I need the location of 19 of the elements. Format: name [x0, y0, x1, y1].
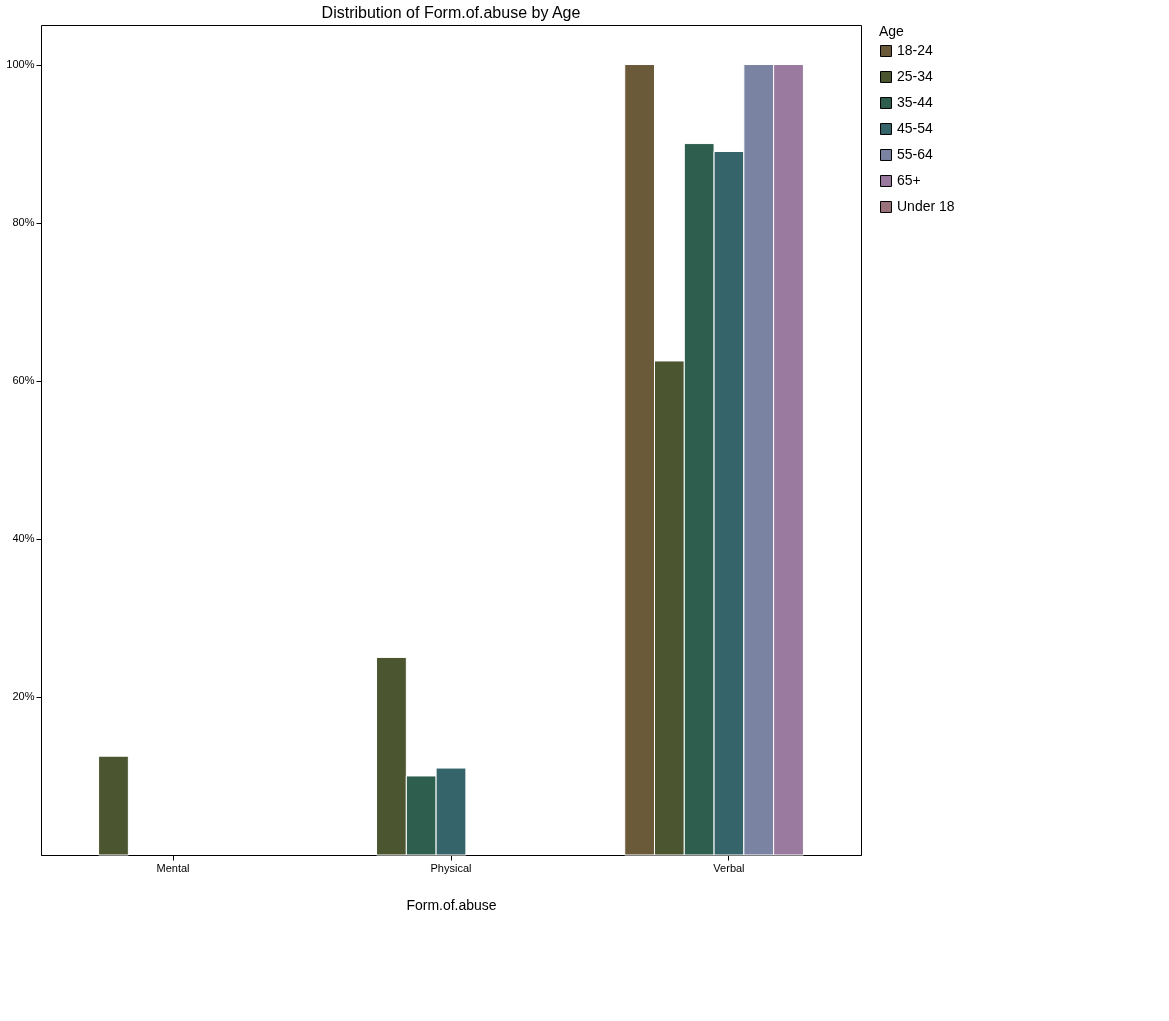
y-tick-label: 100% — [6, 58, 35, 71]
legend-label: 45-54 — [897, 120, 934, 136]
y-tick-label: 40% — [12, 532, 35, 545]
bar — [98, 755, 129, 856]
legend-title: Age — [879, 23, 905, 39]
chart-title: Distribution of Form.of.abuse by Age — [321, 4, 581, 21]
x-tick-label: Mental — [156, 861, 190, 874]
x-tick-label: Physical — [430, 861, 472, 874]
y-tick-label: 80% — [12, 216, 35, 229]
legend-label: 18-24 — [897, 42, 934, 58]
legend-label: 35-44 — [897, 94, 934, 110]
legend-label: 65+ — [897, 172, 921, 188]
legend-label: 55-64 — [897, 146, 934, 162]
y-tick-label: 20% — [12, 690, 35, 703]
y-tick-label: 60% — [12, 374, 35, 387]
legend-label: 25-34 — [897, 68, 934, 84]
x-axis-title: Form.of.abuse — [406, 896, 497, 913]
legend-label: Under 18 — [897, 198, 955, 214]
x-tick-label: Verbal — [713, 861, 745, 874]
